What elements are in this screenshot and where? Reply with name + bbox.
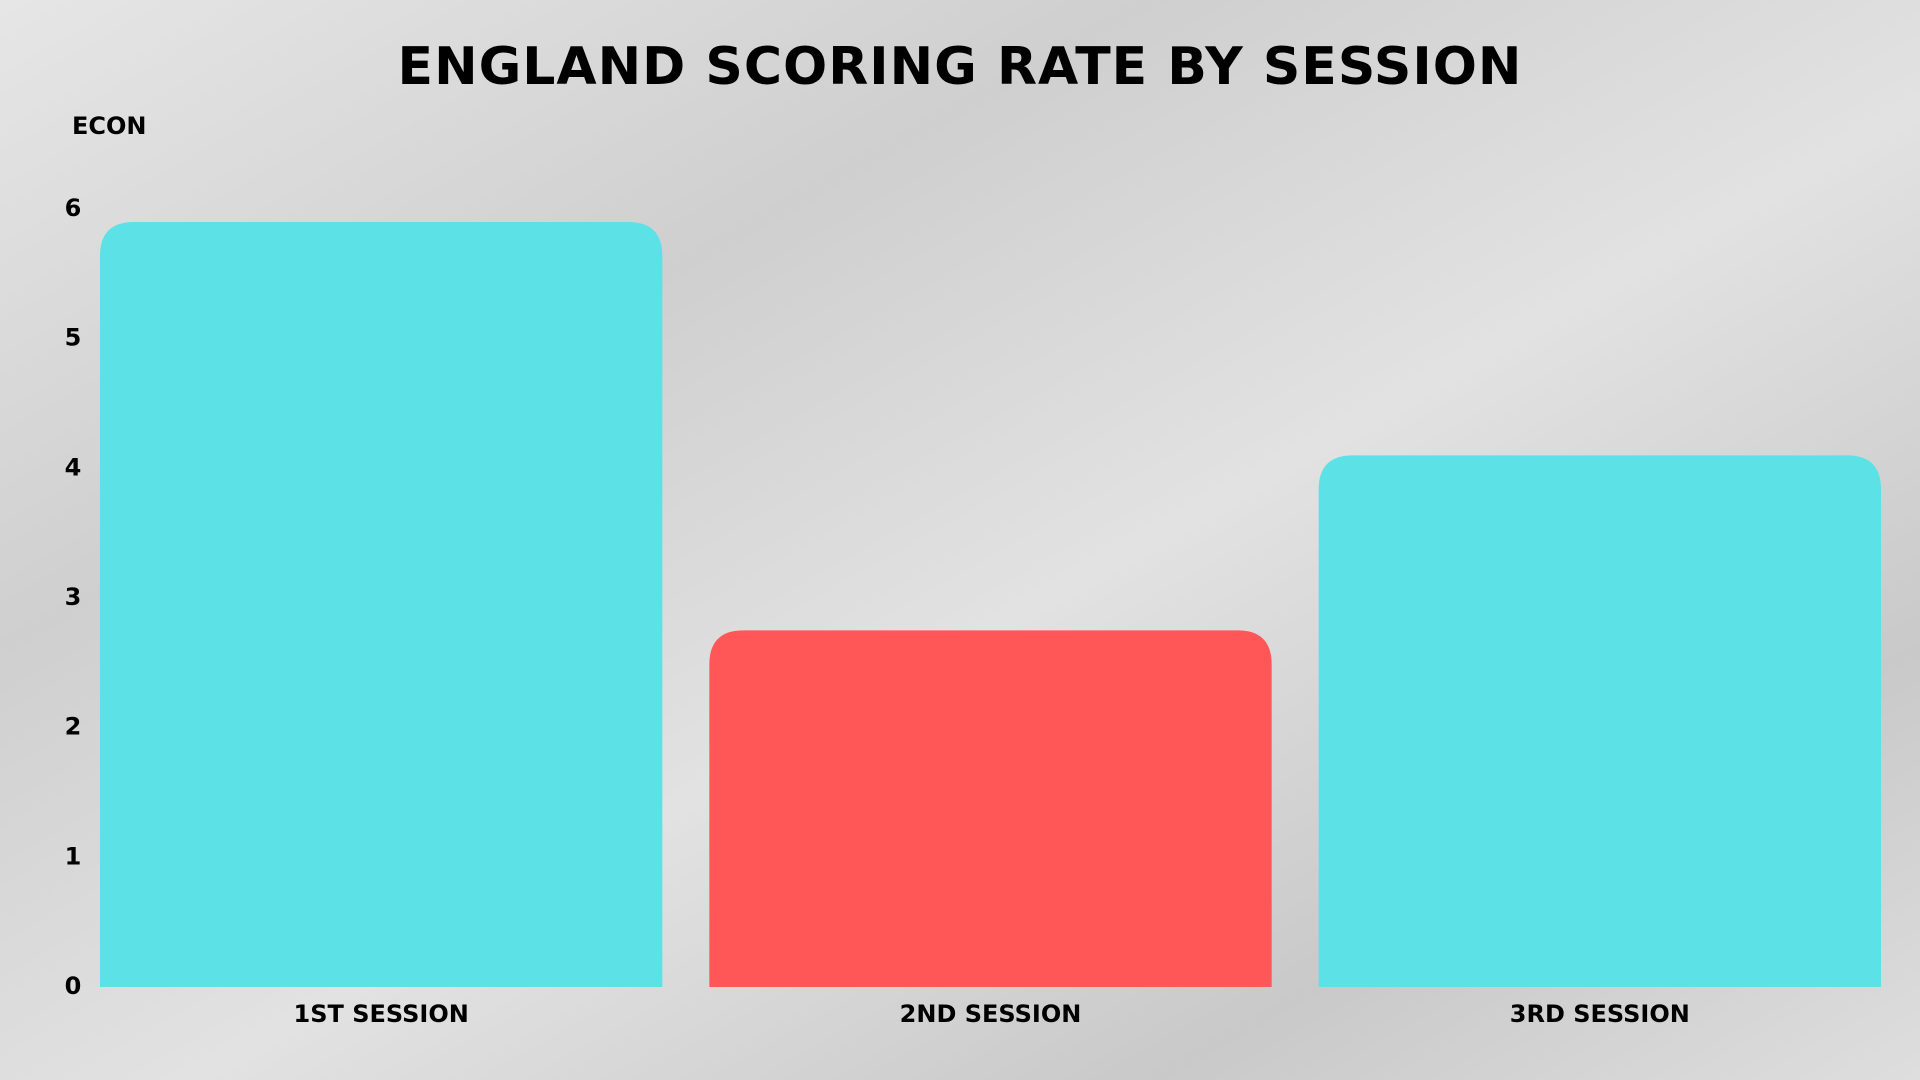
y-tick-label: 4 <box>65 453 82 481</box>
y-tick-label: 5 <box>65 324 82 352</box>
bar <box>709 630 1272 987</box>
y-tick-label: 1 <box>65 842 82 870</box>
y-tick-label: 2 <box>65 713 82 741</box>
x-tick-label: 2ND SESSION <box>900 1000 1082 1028</box>
y-tick-label: 0 <box>65 972 82 1000</box>
chart-title: ENGLAND SCORING RATE BY SESSION <box>398 37 1523 97</box>
y-axis-label: ECON <box>72 112 147 140</box>
x-tick-label: 1ST SESSION <box>294 1000 469 1028</box>
y-tick-label: 3 <box>65 583 82 611</box>
y-tick-label: 6 <box>65 194 82 222</box>
x-tick-label: 3RD SESSION <box>1510 1000 1690 1028</box>
bar <box>1318 455 1881 987</box>
bar <box>100 221 663 987</box>
